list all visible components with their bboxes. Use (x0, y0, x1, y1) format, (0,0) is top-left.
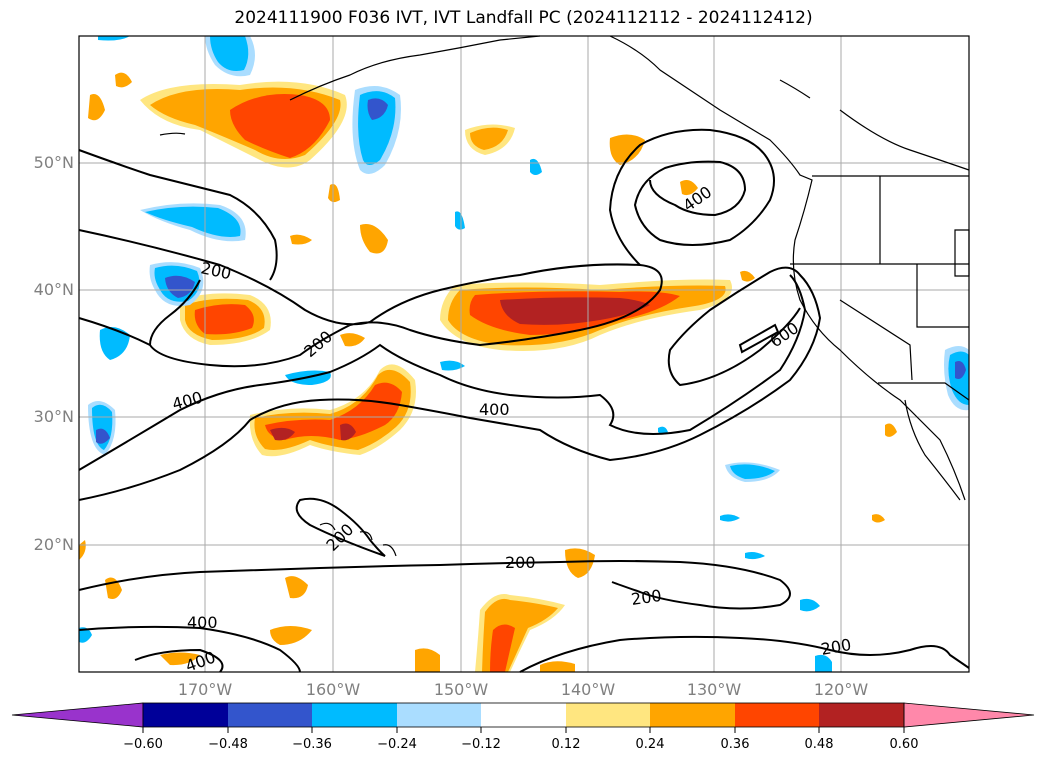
colorbar-bin (735, 703, 819, 727)
negative-shading (79, 36, 969, 672)
colorbar-tick-label: 0.12 (551, 737, 581, 752)
contour-label: 200 (505, 553, 536, 572)
lat-label: 40°N (33, 280, 74, 299)
colorbar-extend-high (903, 702, 1035, 728)
colorbar-bin (228, 703, 312, 727)
map-title: 2024111900 F036 IVT, IVT Landfall PC (20… (234, 8, 813, 28)
contour-label: 400 (479, 400, 510, 419)
colorbar-bin (650, 703, 735, 727)
colorbar-tick-label: −0.24 (377, 737, 417, 752)
lat-label: 30°N (33, 407, 74, 426)
graticule (79, 36, 969, 672)
coastlines (159, 35, 970, 557)
colorbar-tick-label: 0.24 (635, 737, 665, 752)
colorbar-bin (143, 703, 228, 727)
colorbar-bin (481, 703, 566, 727)
colorbar-tick-label: −0.36 (292, 737, 332, 752)
map-panel (78, 35, 970, 673)
lon-label: 160°W (305, 680, 361, 699)
lon-label: 130°W (686, 680, 742, 699)
colorbar-bin (566, 703, 650, 727)
colorbar-bin (312, 703, 397, 727)
colorbar-tick-label: −0.60 (123, 737, 163, 752)
colorbar-bin (397, 703, 481, 727)
colorbar-tick-label: −0.48 (208, 737, 248, 752)
contour-label: 200 (630, 586, 663, 609)
lon-label: 170°W (177, 680, 233, 699)
lat-label: 50°N (33, 153, 74, 172)
colorbar-tick-label: 0.36 (720, 737, 750, 752)
positive-shading (79, 72, 897, 672)
ivt-contours (78, 128, 970, 673)
lon-label: 140°W (560, 680, 616, 699)
colorbar-extend-low (11, 702, 144, 728)
contour-label: 400 (187, 613, 218, 632)
colorbar-bin (819, 703, 904, 727)
lon-label: 150°W (433, 680, 489, 699)
lon-label: 120°W (813, 680, 869, 699)
colorbar-tick-label: 0.60 (889, 737, 919, 752)
lat-label: 20°N (33, 535, 74, 554)
colorbar-tick-label: 0.48 (804, 737, 834, 752)
colorbar-tick-label: −0.12 (461, 737, 501, 752)
colorbar (11, 702, 1035, 733)
